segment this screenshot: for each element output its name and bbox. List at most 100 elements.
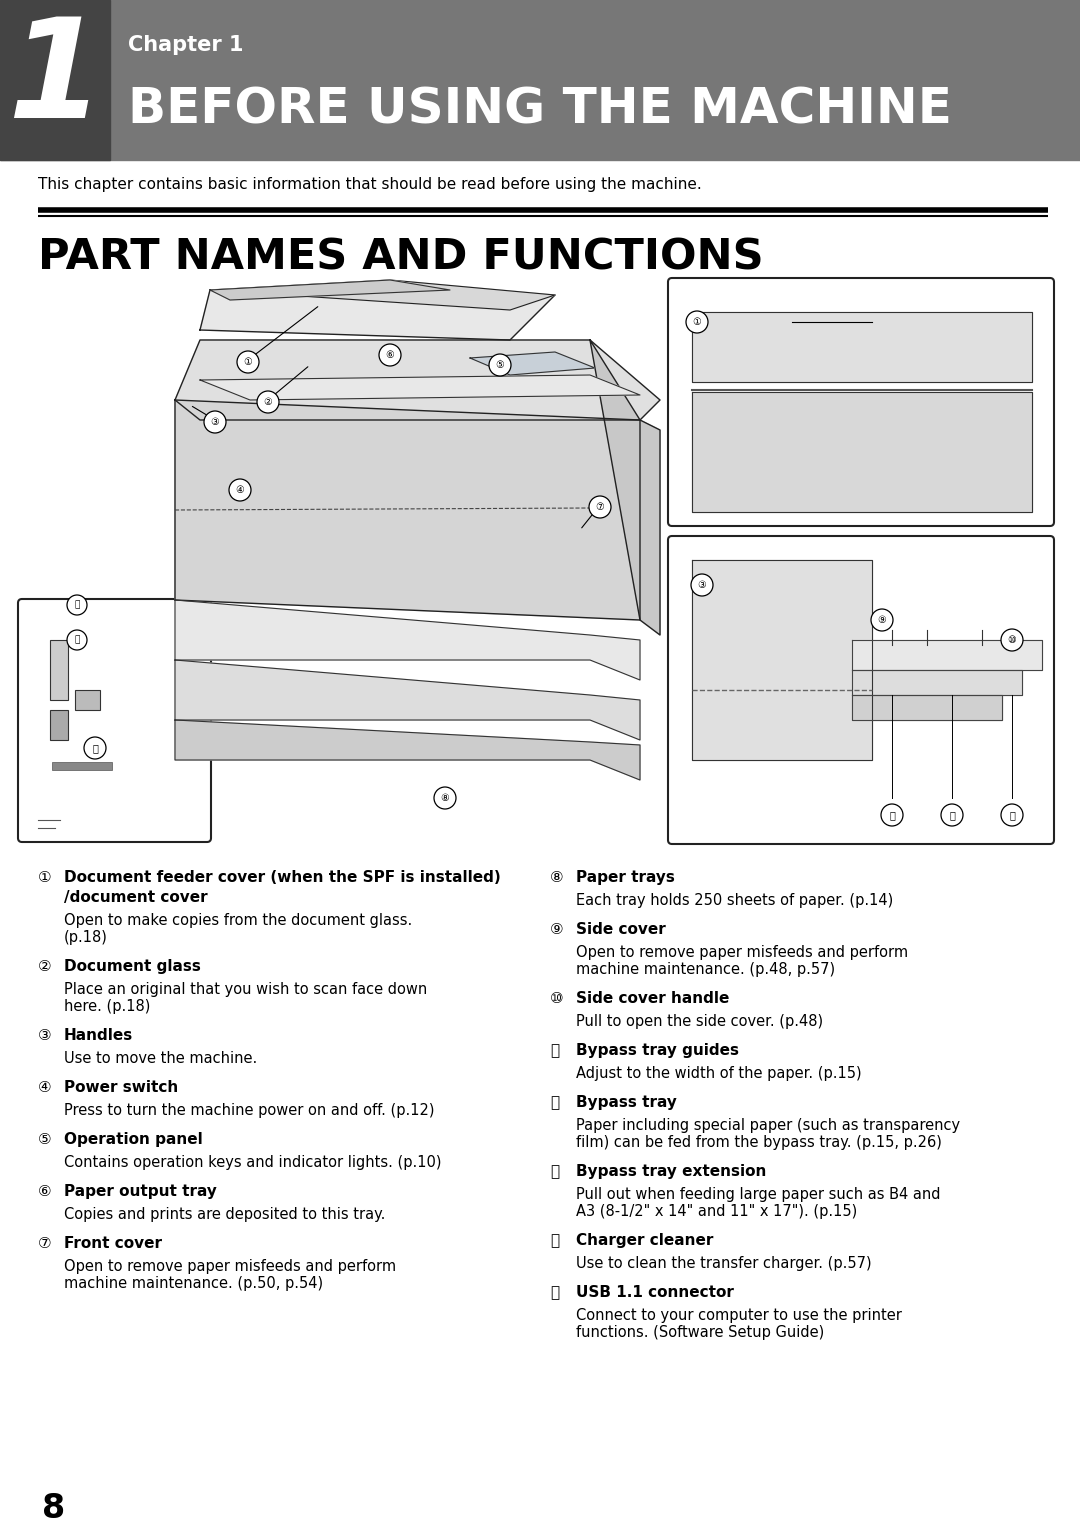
- Text: ⑫: ⑫: [949, 810, 955, 821]
- Text: Each tray holds 250 sheets of paper. (p.14): Each tray holds 250 sheets of paper. (p.…: [576, 892, 893, 908]
- Polygon shape: [470, 351, 595, 374]
- Circle shape: [589, 497, 611, 518]
- Text: This chapter contains basic information that should be read before using the mac: This chapter contains basic information …: [38, 177, 702, 193]
- Bar: [0, 0, 1080, 160]
- Text: functions. (Software Setup Guide): functions. (Software Setup Guide): [576, 1325, 824, 1340]
- Polygon shape: [590, 341, 660, 636]
- Text: Pull out when feeding large paper such as B4 and: Pull out when feeding large paper such a…: [576, 1187, 941, 1203]
- Text: Paper output tray: Paper output tray: [64, 1184, 217, 1199]
- Text: Adjust to the width of the paper. (p.15): Adjust to the width of the paper. (p.15): [576, 1067, 862, 1080]
- Text: ⑦: ⑦: [596, 503, 605, 512]
- Text: ⑥: ⑥: [386, 350, 394, 361]
- FancyBboxPatch shape: [669, 536, 1054, 843]
- Circle shape: [204, 411, 226, 432]
- Bar: [50, 711, 68, 740]
- Text: Open to remove paper misfeeds and perform: Open to remove paper misfeeds and perfor…: [64, 1259, 396, 1274]
- Text: Paper trays: Paper trays: [576, 869, 675, 885]
- Circle shape: [379, 344, 401, 367]
- Text: A3 (8-1/2" x 14" and 11" x 17"). (p.15): A3 (8-1/2" x 14" and 11" x 17"). (p.15): [576, 1204, 858, 1219]
- Text: ③: ③: [698, 581, 706, 590]
- Text: ⑥: ⑥: [38, 1184, 52, 1199]
- Text: ⑭: ⑭: [92, 743, 98, 753]
- Text: ⑫: ⑫: [550, 1096, 559, 1109]
- Text: Pull to open the side cover. (p.48): Pull to open the side cover. (p.48): [576, 1015, 823, 1028]
- Circle shape: [941, 804, 963, 827]
- Text: Place an original that you wish to scan face down: Place an original that you wish to scan …: [64, 983, 428, 996]
- Text: ①: ①: [38, 869, 52, 885]
- Circle shape: [686, 312, 708, 333]
- Bar: [75, 691, 100, 711]
- Polygon shape: [200, 290, 555, 341]
- Text: Press to turn the machine power on and off. (p.12): Press to turn the machine power on and o…: [64, 1103, 434, 1118]
- Text: Bypass tray: Bypass tray: [576, 1096, 677, 1109]
- Text: machine maintenance. (p.48, p.57): machine maintenance. (p.48, p.57): [576, 963, 835, 976]
- Polygon shape: [175, 660, 640, 740]
- Polygon shape: [692, 312, 1032, 382]
- Text: Use to clean the transfer charger. (p.57): Use to clean the transfer charger. (p.57…: [576, 1256, 872, 1271]
- Text: ③: ③: [211, 417, 219, 426]
- Polygon shape: [852, 669, 1022, 695]
- Text: /document cover: /document cover: [64, 889, 207, 905]
- Text: machine maintenance. (p.50, p.54): machine maintenance. (p.50, p.54): [64, 1276, 323, 1291]
- Polygon shape: [175, 601, 640, 680]
- Text: Power switch: Power switch: [64, 1080, 178, 1096]
- Polygon shape: [175, 341, 660, 420]
- Text: Chapter 1: Chapter 1: [129, 35, 243, 55]
- Text: ③: ③: [38, 1028, 52, 1044]
- Polygon shape: [852, 640, 1042, 669]
- Text: PART NAMES AND FUNCTIONS: PART NAMES AND FUNCTIONS: [38, 237, 764, 280]
- Text: ⑤: ⑤: [496, 361, 504, 370]
- Text: ④: ④: [235, 484, 244, 495]
- Text: ①: ①: [244, 358, 253, 367]
- Text: Bypass tray extension: Bypass tray extension: [576, 1164, 767, 1180]
- Text: ⑤: ⑤: [38, 1132, 52, 1148]
- Circle shape: [67, 630, 87, 649]
- Circle shape: [84, 736, 106, 759]
- Text: (p.18): (p.18): [64, 931, 108, 944]
- Text: Handles: Handles: [64, 1028, 133, 1044]
- Text: ⑦: ⑦: [38, 1236, 52, 1251]
- Text: Open to make copies from the document glass.: Open to make copies from the document gl…: [64, 914, 413, 927]
- Text: ⑮: ⑮: [75, 601, 80, 610]
- FancyBboxPatch shape: [669, 278, 1054, 526]
- Text: ⑪: ⑪: [550, 1044, 559, 1057]
- Polygon shape: [175, 720, 640, 779]
- Text: Copies and prints are deposited to this tray.: Copies and prints are deposited to this …: [64, 1207, 386, 1222]
- Circle shape: [691, 575, 713, 596]
- Text: ⑪: ⑪: [889, 810, 895, 821]
- Text: ⑩: ⑩: [1008, 636, 1016, 645]
- Circle shape: [434, 787, 456, 808]
- Circle shape: [870, 610, 893, 631]
- Polygon shape: [200, 374, 640, 400]
- Circle shape: [67, 594, 87, 614]
- Text: Bypass tray guides: Bypass tray guides: [576, 1044, 739, 1057]
- Circle shape: [881, 804, 903, 827]
- Text: Side cover: Side cover: [576, 921, 665, 937]
- Text: here. (p.18): here. (p.18): [64, 999, 150, 1015]
- Text: Document feeder cover (when the SPF is installed): Document feeder cover (when the SPF is i…: [64, 869, 501, 885]
- Bar: [0, 0, 110, 160]
- Text: ⑬: ⑬: [1009, 810, 1015, 821]
- Text: ⑬: ⑬: [550, 1164, 559, 1180]
- Text: Operation panel: Operation panel: [64, 1132, 203, 1148]
- Text: ⑯: ⑯: [75, 636, 80, 645]
- Text: Side cover handle: Side cover handle: [576, 992, 729, 1005]
- Text: Use to move the machine.: Use to move the machine.: [64, 1051, 257, 1067]
- Text: ②: ②: [38, 960, 52, 973]
- Circle shape: [1001, 804, 1023, 827]
- Bar: [52, 762, 112, 770]
- Text: ⑮: ⑮: [550, 1285, 559, 1300]
- Text: Connect to your computer to use the printer: Connect to your computer to use the prin…: [576, 1308, 902, 1323]
- Text: ⑧: ⑧: [441, 793, 449, 804]
- Circle shape: [229, 478, 251, 501]
- Text: USB 1.1 connector: USB 1.1 connector: [576, 1285, 734, 1300]
- Polygon shape: [692, 559, 872, 759]
- Text: ⑭: ⑭: [550, 1233, 559, 1248]
- Text: 1: 1: [6, 12, 104, 148]
- Polygon shape: [852, 695, 1002, 720]
- Circle shape: [237, 351, 259, 373]
- Polygon shape: [692, 393, 1032, 512]
- Text: Paper including special paper (such as transparency: Paper including special paper (such as t…: [576, 1118, 960, 1132]
- Text: ②: ②: [264, 397, 272, 406]
- Text: ⑩: ⑩: [550, 992, 564, 1005]
